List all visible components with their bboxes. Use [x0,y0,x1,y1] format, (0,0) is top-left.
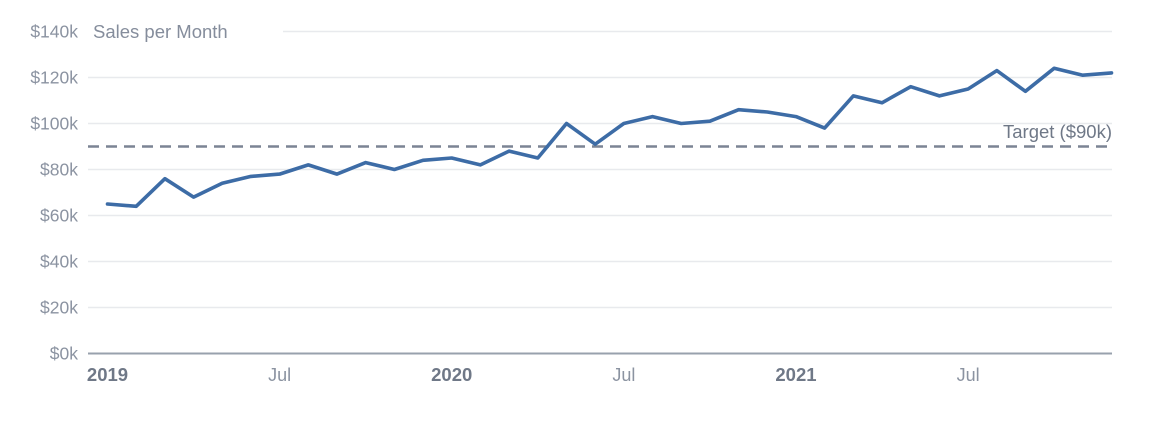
x-tick-year-label: 2020 [431,364,472,385]
chart-title: Sales per Month [93,21,228,42]
x-tick-year-label: 2019 [87,364,128,385]
x-tick-year-label: 2021 [775,364,816,385]
x-tick-jul-label: Jul [268,365,291,385]
y-tick-label: $20k [40,298,78,318]
sales-line [105,66,1114,209]
y-tick-label: $80k [40,160,78,180]
target-label: Target ($90k) [1003,121,1112,142]
x-tick-jul-label: Jul [957,365,980,385]
y-tick-label: $120k [30,68,78,88]
y-tick-label: $60k [40,206,78,226]
y-tick-label: $0k [50,344,78,364]
x-tick-jul-label: Jul [612,365,635,385]
y-tick-label: $40k [40,252,78,272]
y-tick-label: $100k [30,114,78,134]
y-tick-label: $140k [30,22,78,42]
